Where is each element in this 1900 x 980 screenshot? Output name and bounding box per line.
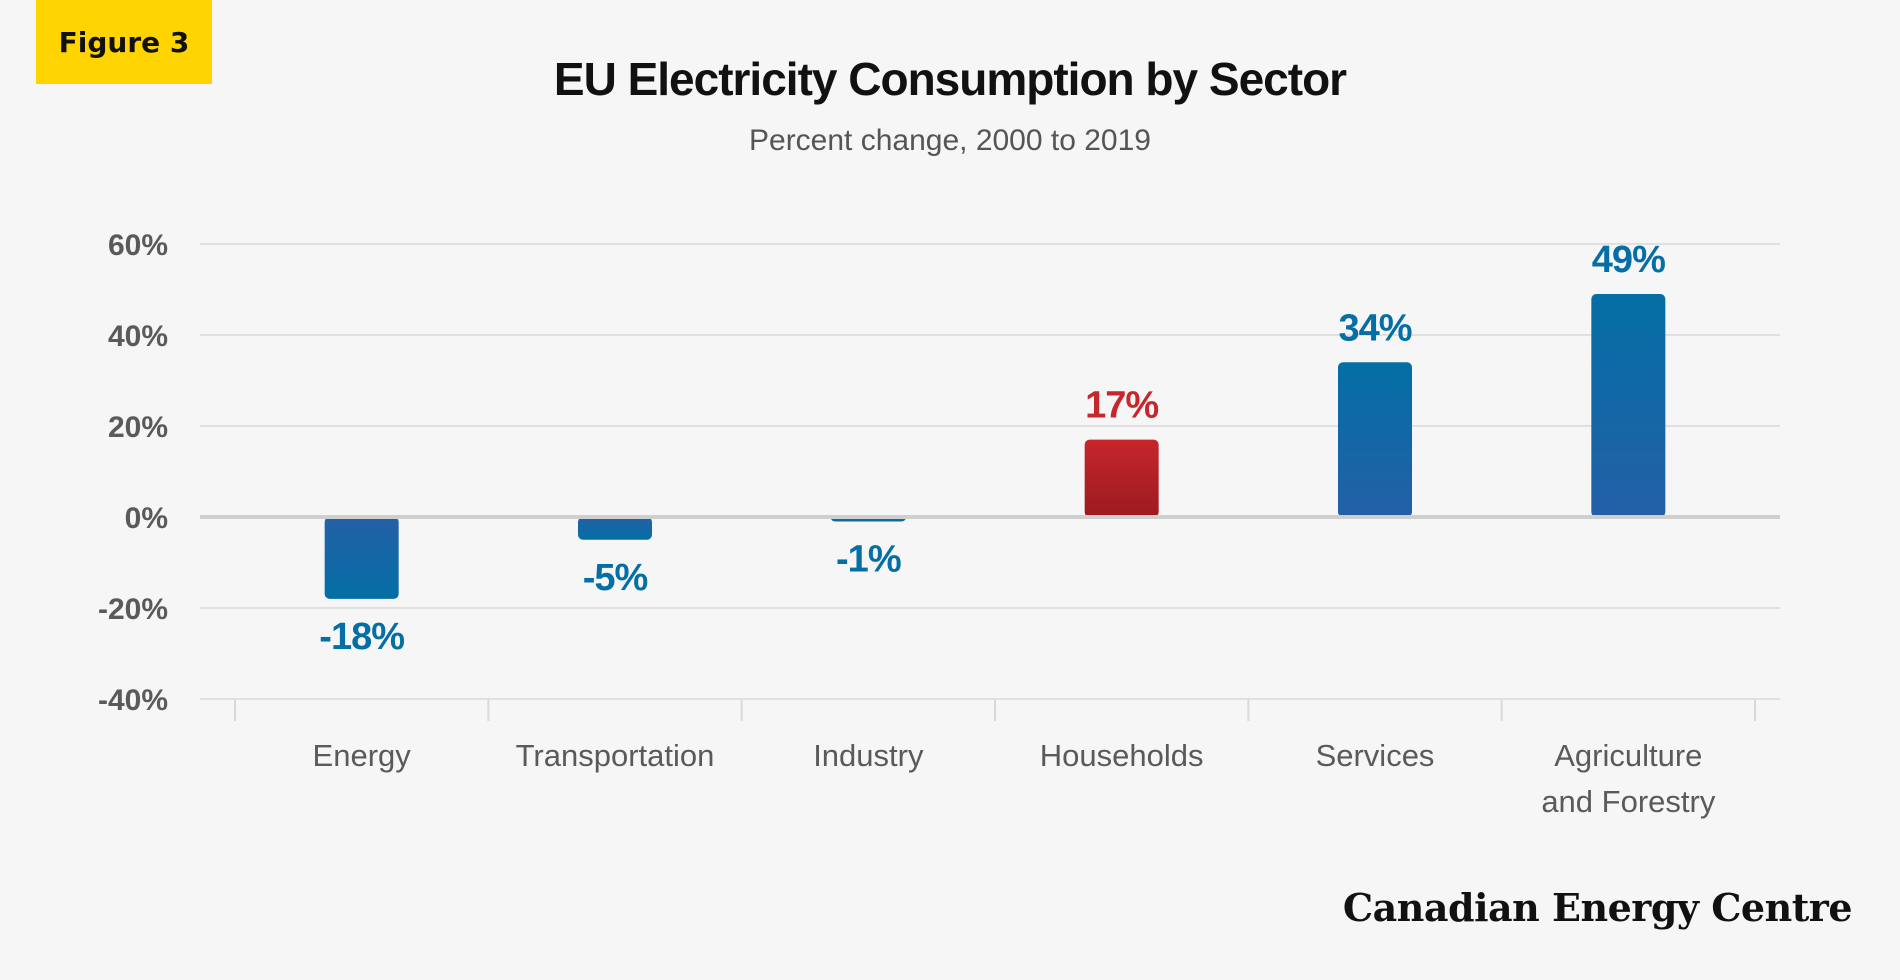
y-tick-label: 0%: [125, 502, 168, 535]
figure-badge: Figure 3: [36, 0, 212, 84]
data-label: -1%: [836, 539, 901, 581]
data-label: 17%: [1085, 385, 1158, 427]
data-label: 49%: [1592, 239, 1665, 281]
x-tick-label: Industry: [813, 738, 924, 773]
bar: [578, 517, 652, 540]
chart-subtitle: Percent change, 2000 to 2019: [749, 124, 1151, 157]
x-tick-label: and Forestry: [1541, 784, 1716, 819]
bar: [1084, 439, 1159, 517]
data-label: -18%: [319, 616, 404, 658]
data-label: -5%: [583, 557, 648, 599]
x-tick-label: Energy: [313, 738, 412, 773]
x-tick-label: Agriculture: [1554, 738, 1702, 773]
y-tick-label: 60%: [108, 229, 168, 262]
x-tick-label: Transportation: [516, 738, 715, 773]
y-tick-label: -20%: [98, 593, 168, 626]
y-tick-label: 40%: [108, 320, 168, 353]
x-tick-label: Households: [1040, 738, 1204, 773]
bar: [324, 517, 399, 599]
chart-title: EU Electricity Consumption by Sector: [553, 53, 1347, 105]
data-label: 34%: [1338, 307, 1411, 349]
brand-logo-text: Canadian Energy Centre: [1342, 885, 1853, 930]
bar: [1591, 294, 1666, 517]
y-tick-label: 20%: [108, 411, 168, 444]
x-tick-label: Services: [1316, 738, 1435, 773]
bar: [1338, 362, 1412, 517]
y-tick-label: -40%: [98, 684, 168, 717]
